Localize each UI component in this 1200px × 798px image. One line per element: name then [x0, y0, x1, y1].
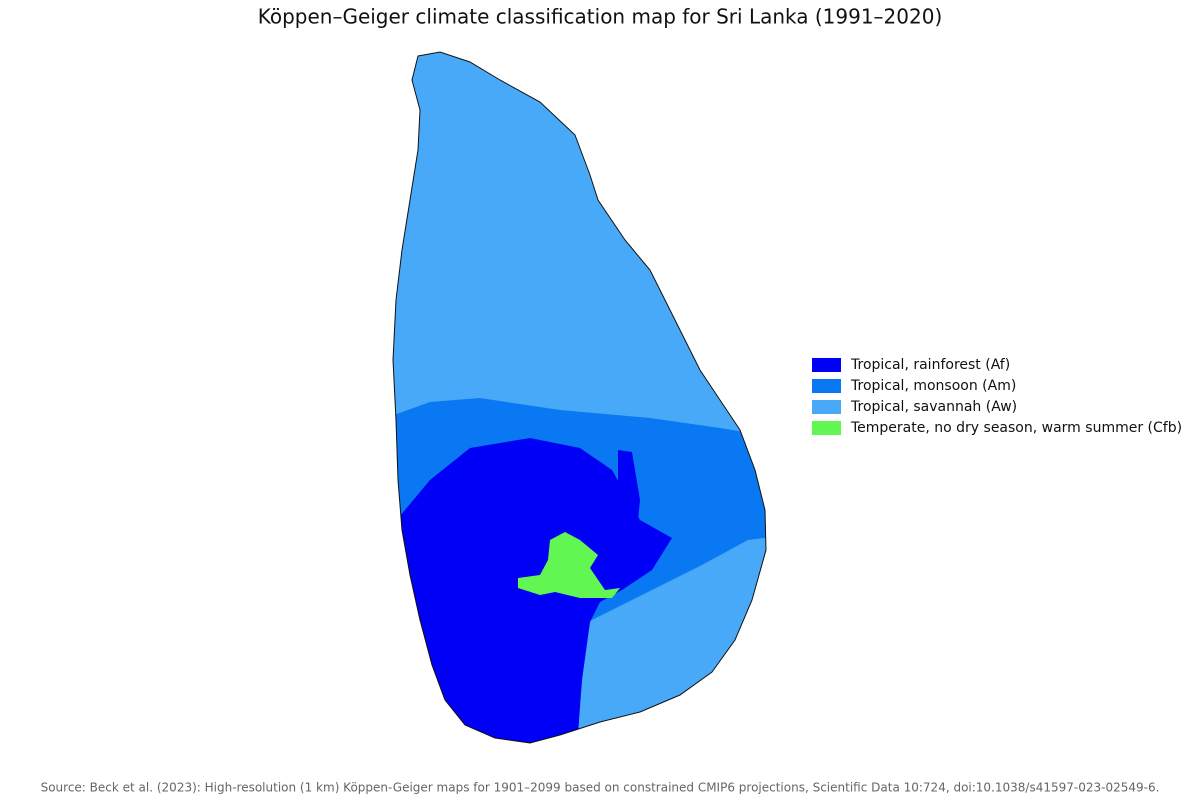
legend-swatch — [812, 421, 841, 435]
region-cfb — [518, 532, 620, 598]
legend-label: Tropical, savannah (Aw) — [850, 399, 1017, 415]
source-note: Source: Beck et al. (2023): High-resolut… — [41, 781, 1160, 795]
legend-label: Tropical, monsoon (Am) — [850, 378, 1016, 394]
legend-swatch — [812, 358, 841, 372]
legend: Tropical, rainforest (Af) Tropical, monso… — [812, 357, 1182, 436]
region-af — [393, 438, 672, 743]
coastline — [392, 51, 767, 744]
map-title: Köppen–Geiger climate classification map… — [258, 5, 943, 29]
climate-regions — [393, 52, 766, 743]
region-af-patch — [618, 450, 640, 540]
legend-label: Temperate, no dry season, warm summer (C… — [850, 420, 1182, 436]
legend-swatch — [812, 379, 841, 393]
legend-label: Tropical, rainforest (Af) — [850, 357, 1010, 373]
legend-swatch — [812, 400, 841, 414]
